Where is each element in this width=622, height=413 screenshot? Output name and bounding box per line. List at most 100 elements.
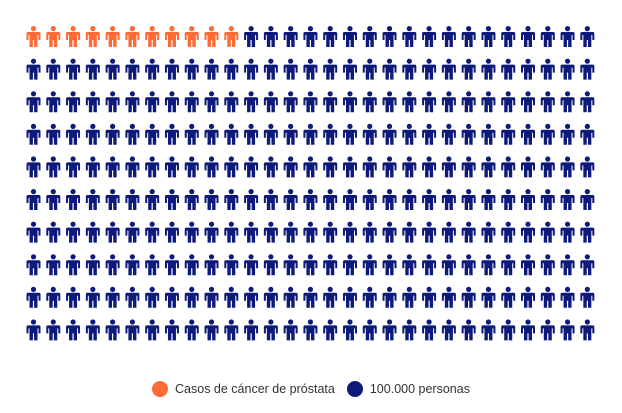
person-icon-population xyxy=(501,319,516,341)
person-icon-population xyxy=(303,254,318,276)
person-icon-population xyxy=(224,156,239,178)
person-icon-population xyxy=(184,221,199,243)
person-icon-population xyxy=(105,189,120,210)
person-icon-population xyxy=(184,91,199,113)
legend-item-population[interactable]: 100.000 personas xyxy=(346,381,470,397)
person-icon-prostate-cancer-case xyxy=(204,26,219,47)
legend-item-prostate-cancer-cases[interactable]: Casos de cáncer de próstata xyxy=(152,381,335,397)
person-icon-population xyxy=(362,254,377,276)
person-icon-population xyxy=(441,286,456,308)
person-icon-population xyxy=(580,319,595,341)
person-icon-population xyxy=(323,26,338,47)
person-icon-population xyxy=(422,221,437,243)
person-icon-population xyxy=(46,254,61,276)
person-icon-population xyxy=(85,156,100,178)
person-icon-population xyxy=(580,91,595,113)
person-icon-population xyxy=(580,189,595,210)
legend: Casos de cáncer de próstata 100.000 pers… xyxy=(0,381,622,397)
person-icon-population xyxy=(323,91,338,113)
person-icon-population xyxy=(145,254,160,276)
person-icon-population xyxy=(164,221,179,243)
person-icon-population xyxy=(560,58,575,80)
person-icon-population xyxy=(461,221,476,243)
legend-label-prostate-cancer-cases: Casos de cáncer de próstata xyxy=(175,382,335,396)
person-icon-population xyxy=(184,58,199,80)
person-icon-population xyxy=(402,319,417,341)
person-icon-population xyxy=(204,156,219,178)
person-icon-population xyxy=(382,58,397,80)
person-icon-population xyxy=(441,221,456,243)
person-icon-population xyxy=(224,286,239,308)
person-icon-population xyxy=(145,286,160,308)
person-icon-population xyxy=(244,254,259,276)
person-icon-population xyxy=(560,189,575,210)
person-icon-population xyxy=(481,123,496,145)
person-icon-population xyxy=(323,319,338,341)
person-icon-population xyxy=(521,26,535,47)
person-icon-population xyxy=(244,319,259,341)
person-icon-population xyxy=(382,189,397,210)
person-icon-population xyxy=(204,319,219,341)
person-icon-population xyxy=(323,123,338,145)
person-icon-population xyxy=(422,286,437,308)
person-icon-population xyxy=(521,221,535,243)
person-icon-population xyxy=(46,156,61,178)
person-icon-population xyxy=(283,319,298,341)
person-icon-population xyxy=(382,156,397,178)
person-icon-population xyxy=(540,319,555,341)
person-icon-population xyxy=(125,221,140,243)
person-icon-population xyxy=(402,286,417,308)
person-icon-population xyxy=(501,189,516,210)
person-icon-population xyxy=(224,254,239,276)
person-icon-population xyxy=(303,58,318,80)
person-icon-population xyxy=(362,26,377,47)
legend-swatch-navy xyxy=(346,381,363,397)
person-icon-population xyxy=(46,189,61,210)
person-icon-population xyxy=(362,58,377,80)
person-icon-population xyxy=(283,58,298,80)
person-icon-population xyxy=(521,91,535,113)
person-icon-population xyxy=(145,189,160,210)
person-icon-population xyxy=(85,286,100,308)
person-icon-population xyxy=(481,156,496,178)
person-icon-population xyxy=(303,286,318,308)
person-icon-population xyxy=(382,26,397,47)
person-icon-population xyxy=(303,26,318,47)
person-icon-population xyxy=(422,26,437,47)
person-icon-population xyxy=(342,91,357,113)
person-icon-population xyxy=(66,319,81,341)
person-icon-population xyxy=(362,221,377,243)
person-icon-population xyxy=(540,254,555,276)
person-icon-population xyxy=(422,254,437,276)
person-icon-population xyxy=(501,286,516,308)
person-icon-population xyxy=(145,58,160,80)
person-icon-population xyxy=(521,254,535,276)
person-icon-population xyxy=(26,156,41,178)
person-icon-population xyxy=(26,189,41,210)
person-icon-population xyxy=(402,123,417,145)
person-icon-population xyxy=(283,221,298,243)
person-icon-population xyxy=(323,221,338,243)
person-icon-population xyxy=(105,221,120,243)
person-icon-population xyxy=(441,254,456,276)
person-icon-prostate-cancer-case xyxy=(26,26,41,47)
person-icon-population xyxy=(26,286,41,308)
person-icon-population xyxy=(422,58,437,80)
person-icon-population xyxy=(540,221,555,243)
person-icon-population xyxy=(481,319,496,341)
person-icon-population xyxy=(46,286,61,308)
person-icon-population xyxy=(481,221,496,243)
person-icon-population xyxy=(224,221,239,243)
person-icon-population xyxy=(26,254,41,276)
person-icon-population xyxy=(441,123,456,145)
person-icon-prostate-cancer-case xyxy=(66,26,81,47)
person-icon-population xyxy=(283,286,298,308)
person-icon-population xyxy=(244,221,259,243)
person-icon-population xyxy=(85,254,100,276)
person-icon-population xyxy=(105,319,120,341)
person-icon-population xyxy=(461,26,476,47)
person-icon-population xyxy=(26,123,41,145)
person-icon-population xyxy=(244,123,259,145)
person-icon-population xyxy=(303,221,318,243)
person-icon-population xyxy=(244,26,259,47)
